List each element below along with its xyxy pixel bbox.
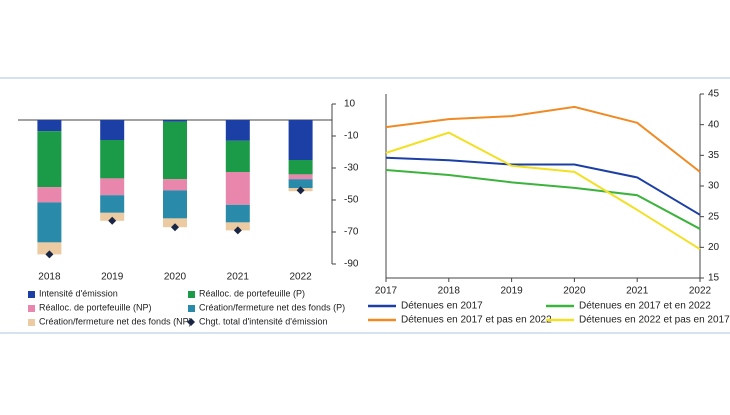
y-tick-label: 10 — [344, 99, 356, 110]
bar-segment — [37, 131, 62, 188]
legend-swatch — [188, 305, 195, 312]
bar-segment — [288, 174, 313, 180]
bar-segment — [163, 121, 187, 180]
bar-segment — [225, 120, 250, 141]
y-tick-label: -30 — [344, 163, 359, 174]
y-tick-label: -90 — [344, 259, 359, 270]
legend-label: Détenues en 2017 et en 2022 — [579, 301, 711, 312]
y-tick-label: 40 — [708, 119, 720, 130]
bar-segment — [288, 160, 313, 175]
bar-segment — [100, 178, 125, 196]
x-tick-label: 2020 — [563, 286, 586, 297]
legend-label: Chgt. total d'intensité d'émission — [199, 316, 328, 326]
bar-segment — [37, 242, 62, 255]
legend-label: Intensité d'émission — [39, 288, 118, 298]
bar-segment — [225, 172, 250, 205]
x-tick-label: 2019 — [101, 272, 124, 283]
y-tick-label: 25 — [708, 211, 720, 222]
bar-segment — [37, 120, 62, 132]
x-tick-label: 2021 — [227, 272, 250, 283]
legend-label: Détenues en 2017 — [401, 301, 483, 312]
bar-segment — [288, 179, 313, 188]
series-line — [385, 131, 701, 251]
legend-marker — [187, 318, 195, 326]
x-tick-label: 2022 — [689, 286, 712, 297]
total-marker — [108, 216, 117, 225]
legend-label: Réalloc. de portefeuille (P) — [199, 288, 305, 298]
x-tick-label: 2018 — [438, 286, 461, 297]
bar-segment — [288, 120, 313, 160]
legend-label: Détenues en 2022 et pas en 2017 — [579, 315, 730, 326]
legend-swatch — [28, 319, 35, 326]
y-tick-label: 45 — [708, 89, 720, 100]
total-marker — [45, 250, 54, 259]
x-tick-label: 2022 — [289, 272, 312, 283]
legend-label: Réalloc. de portefeuille (NP) — [39, 302, 152, 312]
bar-segment — [100, 140, 125, 179]
bar-segment — [37, 202, 62, 243]
y-tick-label: 30 — [708, 181, 720, 192]
y-tick-label: 15 — [708, 273, 720, 284]
bar-segment — [163, 179, 187, 191]
legend-label: Détenues en 2017 et pas en 2022 — [401, 315, 552, 326]
total-marker — [296, 186, 305, 195]
x-tick-label: 2018 — [38, 272, 61, 283]
legend-swatch — [28, 291, 35, 298]
total-marker — [233, 226, 242, 235]
legend-label: Création/fermeture net des fonds (P) — [199, 302, 345, 312]
series-line — [385, 156, 701, 216]
series-line — [385, 105, 701, 173]
y-tick-label: -50 — [344, 195, 359, 206]
bar-segment — [163, 190, 187, 219]
legend-swatch — [188, 291, 195, 298]
x-tick-label: 2017 — [375, 286, 398, 297]
x-tick-label: 2019 — [500, 286, 523, 297]
y-tick-label: -10 — [344, 131, 359, 142]
bar-segment — [100, 120, 125, 140]
bar-segment — [163, 120, 187, 122]
y-tick-label: -70 — [344, 227, 359, 238]
x-tick-label: 2021 — [626, 286, 649, 297]
bar-segment — [37, 187, 62, 203]
y-tick-label: 20 — [708, 242, 720, 253]
bar-segment — [100, 195, 125, 213]
x-tick-label: 2020 — [164, 272, 187, 283]
legend-label: Création/fermeture net des fonds (NP) — [39, 316, 192, 326]
bar-segment — [225, 204, 250, 223]
bar-segment — [163, 218, 187, 228]
y-tick-label: 35 — [708, 150, 720, 161]
legend-swatch — [28, 305, 35, 312]
total-marker — [171, 223, 179, 232]
series-line — [385, 169, 701, 230]
bar-segment — [225, 140, 250, 172]
